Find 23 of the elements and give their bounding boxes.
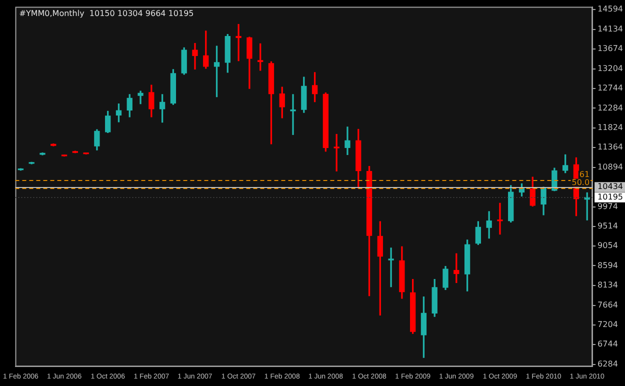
y-tick-label: 13674 bbox=[598, 44, 624, 53]
annotation: 50.0 bbox=[572, 178, 590, 187]
chart-title: #YMM0,Monthly 10150 10304 9664 10195 bbox=[19, 8, 194, 18]
y-tick-label: 9974 bbox=[598, 202, 618, 211]
y-tick-label: 11364 bbox=[598, 142, 624, 152]
y-tick-label: 6284 bbox=[598, 359, 618, 368]
y-tick-label: 14134 bbox=[598, 24, 624, 34]
y-tick-label: 8134 bbox=[598, 280, 618, 290]
y-tick-label: 7204 bbox=[598, 320, 618, 330]
y-tick-label: 7664 bbox=[598, 300, 618, 310]
ref-line-label: 10434 bbox=[598, 182, 624, 192]
annotation: 61 bbox=[579, 170, 590, 179]
y-tick-label: 6744 bbox=[598, 340, 618, 349]
ref-line-label: 10195 bbox=[598, 192, 624, 202]
y-tick-label: 14594 bbox=[598, 4, 624, 14]
y-tick-label: 12284 bbox=[598, 103, 624, 112]
y-tick-label: 9514 bbox=[598, 222, 618, 231]
y-tick-label: 8594 bbox=[598, 260, 618, 270]
y-tick-label: 12744 bbox=[598, 84, 624, 93]
y-tick-label: 13204 bbox=[598, 64, 624, 74]
y-tick-label: 10894 bbox=[598, 162, 624, 172]
y-tick-label: 9054 bbox=[598, 241, 618, 250]
y-tick-label: 11824 bbox=[598, 122, 624, 132]
